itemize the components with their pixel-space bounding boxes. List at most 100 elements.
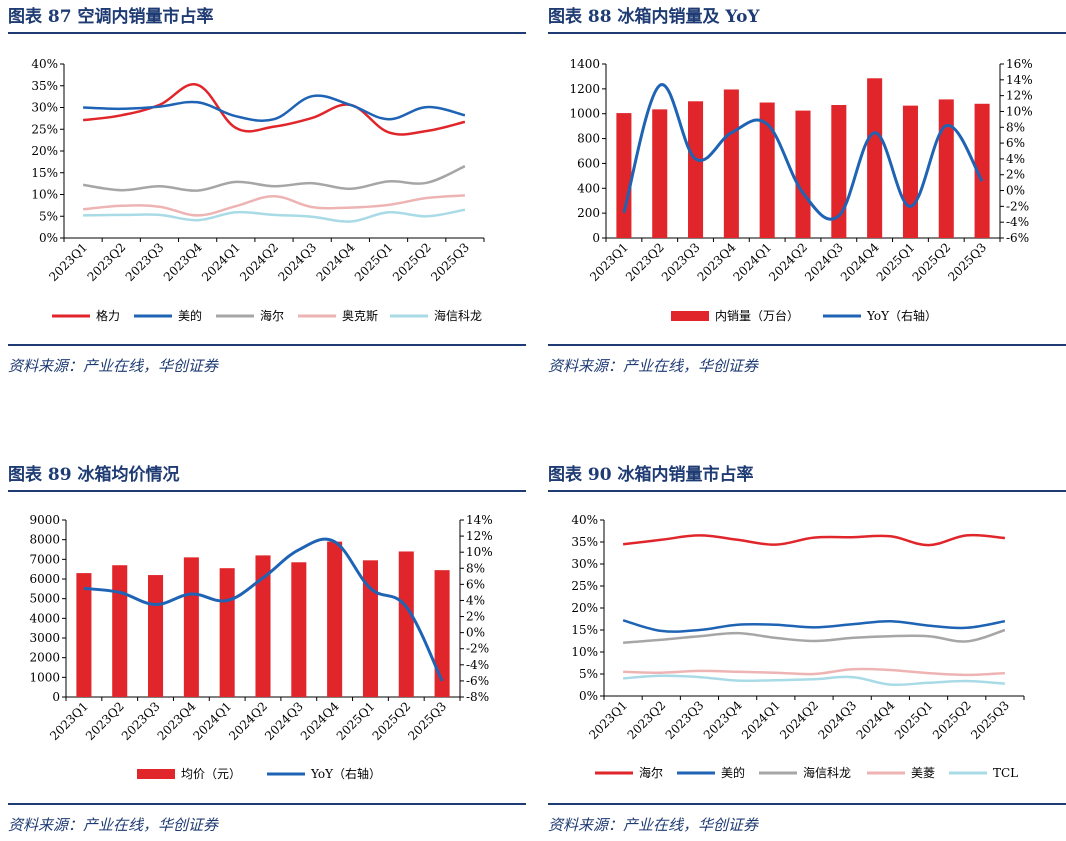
- y-tick-label: 30%: [31, 101, 58, 115]
- source-divider: [8, 344, 526, 346]
- title-divider: [548, 490, 1066, 492]
- x-tick-label: 2024Q3: [262, 699, 306, 743]
- x-tick-label: 2023Q3: [659, 240, 703, 284]
- bar: [183, 557, 199, 697]
- legend-label: 奥克斯: [342, 309, 378, 323]
- legend-label: 内销量（万台）: [715, 308, 799, 323]
- y-tick-label: 10%: [31, 188, 58, 202]
- bar: [652, 109, 668, 238]
- x-tick-label: 2023Q2: [85, 240, 129, 284]
- bar: [398, 551, 414, 697]
- y-tick-label: 8000: [29, 533, 60, 547]
- y-tick-label: 0: [592, 231, 600, 245]
- bar: [723, 89, 739, 238]
- x-tick-label: 2024Q4: [298, 699, 342, 743]
- bar: [434, 570, 450, 697]
- y2-tick-label: 8%: [466, 561, 485, 575]
- y-tick-label: 0: [52, 690, 60, 704]
- bar: [112, 565, 128, 697]
- y-tick-label: 40%: [31, 57, 58, 71]
- y-tick-label: 5%: [579, 667, 598, 681]
- y-tick-label: 0%: [39, 231, 58, 245]
- x-tick-label: 2023Q1: [586, 698, 630, 742]
- y-tick-label: 1000: [29, 670, 60, 684]
- x-tick-label: 2025Q3: [428, 240, 472, 284]
- series-line: [82, 194, 465, 217]
- x-tick-label: 2023Q4: [161, 240, 205, 284]
- legend-swatch: [671, 311, 709, 321]
- y2-tick-label: 8%: [1006, 120, 1025, 134]
- series-line: [82, 165, 466, 192]
- legend-swatch: [137, 769, 175, 779]
- x-tick-label: 2024Q2: [226, 699, 270, 743]
- y-tick-label: 25%: [571, 579, 598, 593]
- y-tick-label: 7000: [29, 552, 60, 566]
- y2-tick-label: -4%: [1006, 215, 1029, 229]
- bar: [974, 103, 990, 239]
- y2-tick-label: 10%: [1006, 104, 1033, 118]
- x-tick-label: 2025Q3: [405, 699, 449, 743]
- x-tick-label: 2025Q2: [910, 240, 954, 284]
- y2-tick-label: -8%: [466, 690, 489, 704]
- legend-label: 格力: [96, 308, 120, 323]
- x-tick-label: 2025Q1: [874, 240, 918, 284]
- x-tick-label: 2025Q2: [930, 698, 974, 742]
- y2-tick-label: 12%: [1006, 89, 1033, 103]
- source-divider: [548, 803, 1066, 805]
- legend-label: YoY（右轴）: [866, 308, 937, 323]
- chart-title: 图表 90 冰箱内销量市占率: [548, 465, 754, 485]
- y2-tick-label: -6%: [466, 674, 489, 688]
- x-tick-label: 2025Q2: [390, 240, 434, 284]
- bar: [76, 573, 92, 697]
- x-tick-label: 2023Q2: [623, 240, 667, 284]
- x-tick-label: 2023Q1: [46, 240, 90, 284]
- y-tick-label: 1400: [569, 57, 600, 71]
- x-tick-label: 2024Q4: [854, 698, 898, 742]
- bar: [759, 102, 775, 239]
- x-tick-label: 2023Q4: [155, 699, 199, 743]
- y2-tick-label: 10%: [466, 545, 493, 559]
- x-tick-label: 2024Q4: [314, 240, 358, 284]
- y-tick-label: 1200: [569, 82, 600, 96]
- series-line: [83, 208, 466, 223]
- bar: [688, 101, 704, 239]
- chart-panel-90: 图表 90 冰箱内销量市占率 0% 5% 10% 15% 20% 25% 30% 35% 40%…: [548, 462, 1066, 841]
- y2-tick-label: -2%: [466, 642, 489, 656]
- bar: [616, 113, 632, 238]
- y-tick-label: 5000: [29, 592, 60, 606]
- x-tick-label: 2023Q2: [83, 699, 127, 743]
- y-tick-label: 10%: [571, 645, 598, 659]
- y2-tick-label: 0%: [1006, 184, 1025, 198]
- y2-tick-label: 0%: [466, 626, 485, 640]
- y-tick-label: 3000: [29, 631, 60, 645]
- y2-tick-label: -2%: [1006, 199, 1029, 213]
- series-line: [622, 83, 984, 221]
- x-tick-label: 2024Q1: [730, 240, 774, 284]
- x-tick-label: 2023Q4: [695, 240, 739, 284]
- y2-tick-label: 12%: [466, 529, 493, 543]
- x-tick-label: 2023Q3: [119, 699, 163, 743]
- series-line: [623, 674, 1005, 687]
- bar: [255, 555, 271, 697]
- y-tick-label: 20%: [571, 601, 598, 615]
- y-tick-label: 1000: [569, 107, 600, 121]
- y2-tick-label: 2%: [466, 610, 485, 624]
- x-tick-label: 2025Q2: [370, 699, 414, 743]
- y2-tick-label: 4%: [466, 593, 485, 607]
- y-tick-label: 4000: [29, 611, 60, 625]
- bar: [148, 575, 164, 697]
- x-tick-label: 2023Q1: [587, 240, 631, 284]
- bar: [938, 99, 954, 238]
- chart-title: 图表 88 冰箱内销量及 YoY: [548, 7, 760, 27]
- y2-tick-label: 4%: [1006, 152, 1025, 166]
- y-tick-label: 35%: [31, 79, 58, 93]
- bar: [867, 78, 883, 238]
- y-tick-label: 800: [577, 132, 600, 146]
- source-note: 资料来源：产业在线，华创证券: [548, 816, 759, 834]
- x-tick-label: 2024Q1: [739, 698, 783, 742]
- source-divider: [8, 803, 526, 805]
- chart-panel-88: 图表 88 冰箱内销量及 YoY 0 200 400 600 800 1000 1200 14…: [548, 4, 1066, 384]
- chart-88-svg: 0 200 400 600 800 1000 1200 1400 -6% -4% -2%0% 2% 4%…: [569, 57, 1033, 323]
- legend-label: 美的: [721, 765, 745, 780]
- y-tick-label: 6000: [29, 572, 60, 586]
